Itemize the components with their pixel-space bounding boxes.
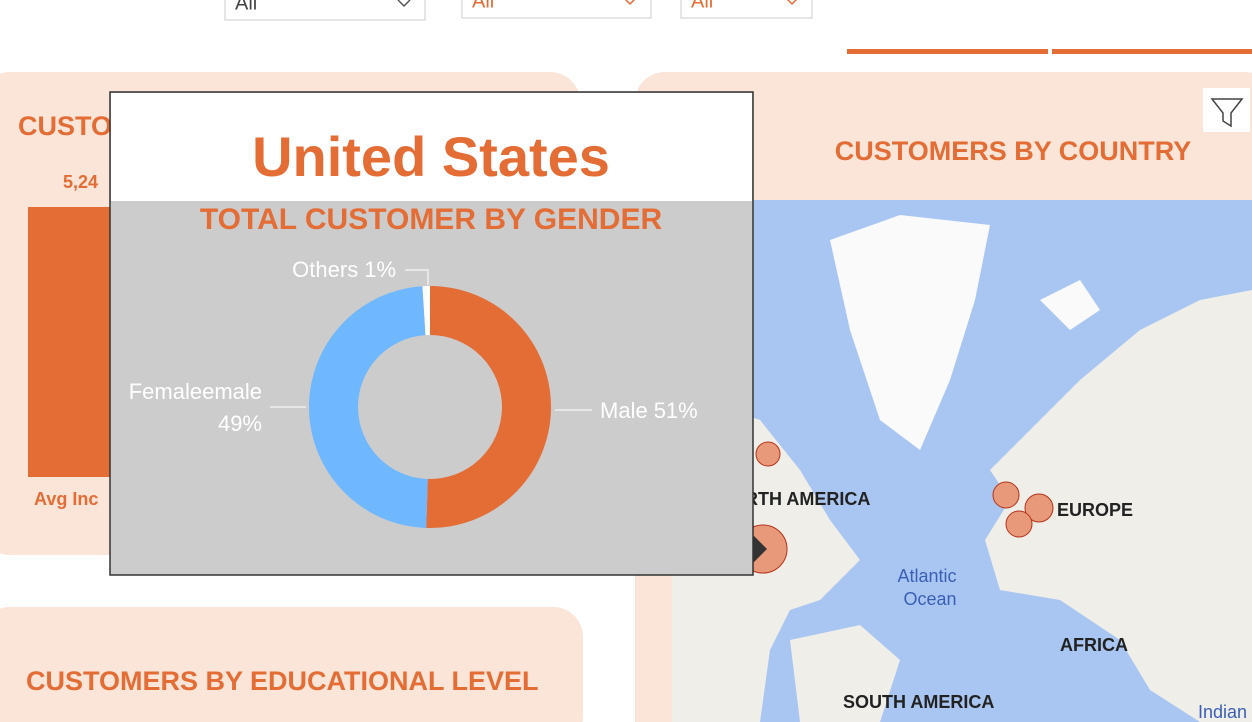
year-tab[interactable]: 2015 (923, 0, 972, 3)
tab-underline (847, 49, 1048, 54)
year-tabs: 2015 2016 (847, 0, 1252, 54)
chevron (397, 0, 411, 8)
filter-dropdown[interactable] (680, 0, 813, 19)
slice-value: 51% (654, 398, 698, 423)
slice-label: Others 1% (292, 257, 396, 282)
tooltip: United States TOTAL CUSTOMER BY GENDER M… (109, 91, 767, 576)
chart-title: TOTAL CUSTOMER BY GENDER (200, 203, 663, 236)
map-bubble[interactable] (755, 441, 781, 467)
filter-button[interactable] (1203, 88, 1250, 132)
slice-label: Femaleemale 49% (129, 379, 262, 436)
slice-value: 49% (218, 411, 262, 436)
map-label: SOUTH AMERICA (843, 692, 994, 712)
map-label: Indian (1198, 702, 1247, 722)
slice-name: Femaleemale (129, 379, 262, 404)
bottom-card: CUSTOMERS BY EDUCATIONAL LEVEL (0, 607, 583, 722)
leader-line (405, 269, 429, 285)
slice-value: 1% (364, 257, 396, 282)
map-label: Atlantic (897, 566, 956, 586)
bar (28, 207, 118, 477)
card-title: CUSTOMERS BY EDUCATIONAL LEVEL (26, 666, 539, 696)
map-label: NORTH AMERICA (718, 489, 870, 509)
filter-value: All (235, 0, 257, 14)
map-land (790, 625, 900, 722)
map-land (830, 215, 990, 450)
map-bubble[interactable] (1005, 510, 1033, 538)
filters: All All All (224, 0, 813, 21)
card-title: CUSTO (18, 111, 112, 141)
year-tab[interactable]: 2016 (1128, 0, 1177, 3)
donut-slice (309, 286, 428, 528)
card-title: CUSTOMERS BY COUNTRY (835, 136, 1192, 166)
map-land (1040, 280, 1100, 330)
map-card: CUSTOMERS BY COUNTRY NORTH AMERICA EUROP… (635, 72, 1252, 722)
chevron (624, 0, 636, 6)
map-label: EUROPE (1057, 500, 1133, 520)
chevron (786, 0, 798, 6)
card-bg (0, 607, 583, 722)
slice-name: Others (292, 257, 358, 282)
map-bubble[interactable] (1024, 493, 1054, 523)
filter-icon (1210, 98, 1244, 128)
filter-value: All (691, 0, 713, 12)
filter-value: All (472, 0, 494, 12)
tooltip-heading: United States (252, 125, 610, 188)
map-land (985, 290, 1252, 722)
filter-dropdown[interactable] (461, 0, 652, 19)
map-label: AFRICA (1060, 635, 1128, 655)
slice-name: Male (600, 398, 648, 423)
donut-slice (422, 286, 430, 336)
axis-label: Avg Inc (34, 489, 98, 509)
map-label: Ocean (903, 589, 956, 609)
filter-dropdown[interactable] (224, 0, 426, 21)
map-bubble[interactable] (992, 481, 1020, 509)
slice-label: Male 51% (600, 398, 698, 423)
bar-value: 5,24 (63, 172, 98, 192)
tab-underline (1052, 49, 1252, 54)
tooltip-pointer (753, 535, 767, 563)
donut-slice (426, 286, 551, 528)
tooltip-header (111, 93, 752, 201)
